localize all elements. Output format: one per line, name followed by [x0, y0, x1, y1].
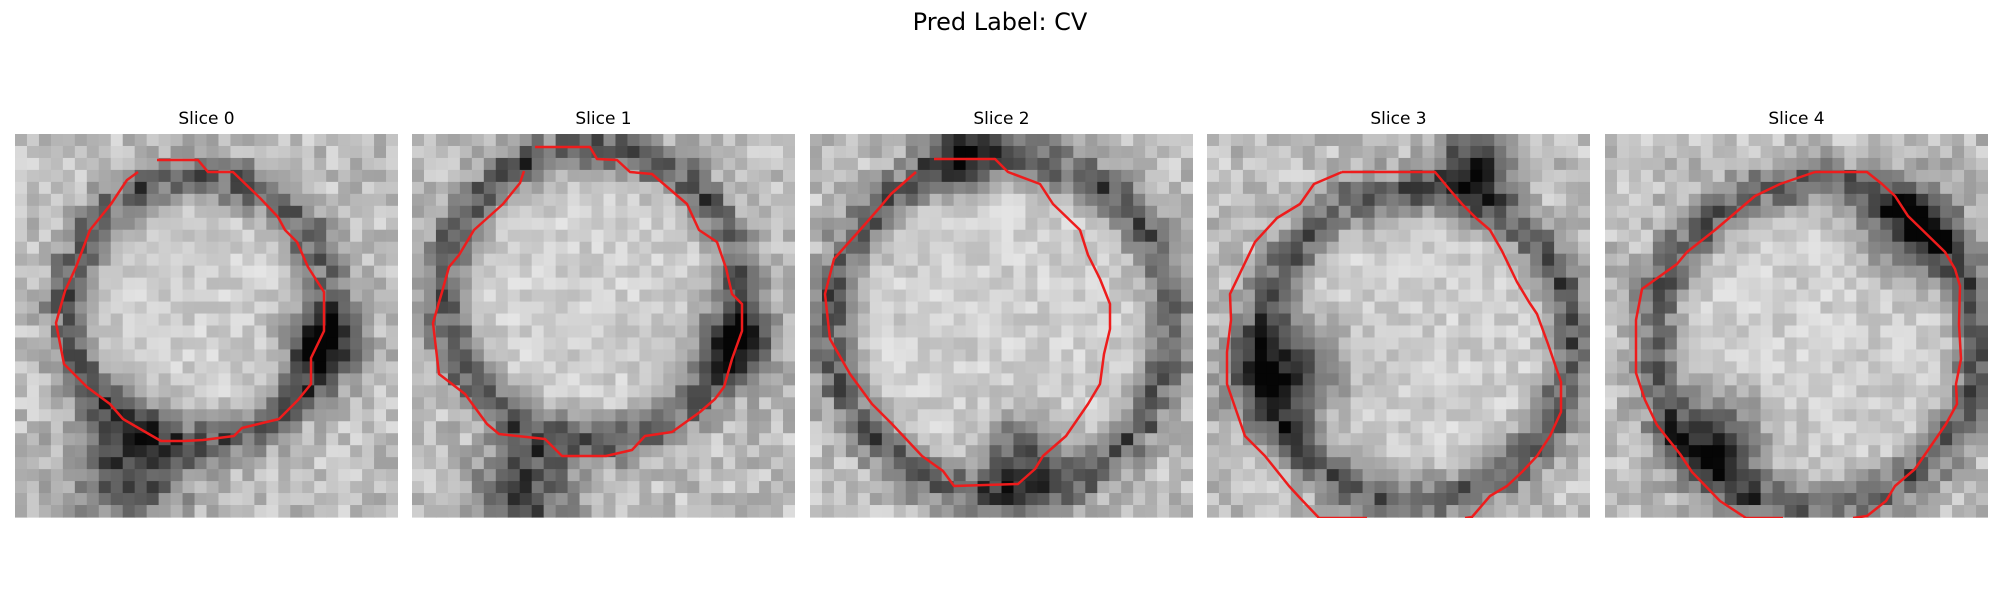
- slice-image-0: [15, 134, 398, 518]
- contour-line: [431, 145, 744, 458]
- slice-image-3: [1207, 134, 1590, 518]
- pixel-grid: [1207, 134, 1590, 518]
- pixel-grid: [412, 134, 795, 518]
- slice-image-4: [1605, 134, 1988, 518]
- slice-panel-4: Slice 4: [1605, 108, 1988, 520]
- contour-line: [823, 157, 1112, 488]
- slice-panel-3: Slice 3: [1207, 108, 1590, 520]
- pixel-grid: [1605, 134, 1988, 518]
- slice-panel-2: Slice 2: [810, 108, 1193, 520]
- slice-image-1: [412, 134, 795, 518]
- contour-line: [1815, 170, 1963, 518]
- contour-line: [1342, 170, 1563, 518]
- pixel-grid: [810, 134, 1193, 518]
- contour-line-left: [1225, 170, 1367, 518]
- slice-title: Slice 3: [1370, 109, 1427, 129]
- slice-title: Slice 4: [1768, 109, 1825, 129]
- figure-title: Pred Label: CV: [912, 8, 1088, 36]
- slice-title: Slice 1: [575, 109, 632, 129]
- contour-line-left: [1634, 170, 1816, 518]
- slice-image-2: [810, 134, 1193, 518]
- slice-title: Slice 2: [973, 109, 1030, 129]
- contour-line: [54, 158, 326, 443]
- pixel-grid: [15, 134, 398, 518]
- slice-panel-0: Slice 0: [15, 108, 398, 520]
- slice-panel-1: Slice 1: [412, 108, 795, 520]
- slice-title: Slice 0: [178, 109, 235, 129]
